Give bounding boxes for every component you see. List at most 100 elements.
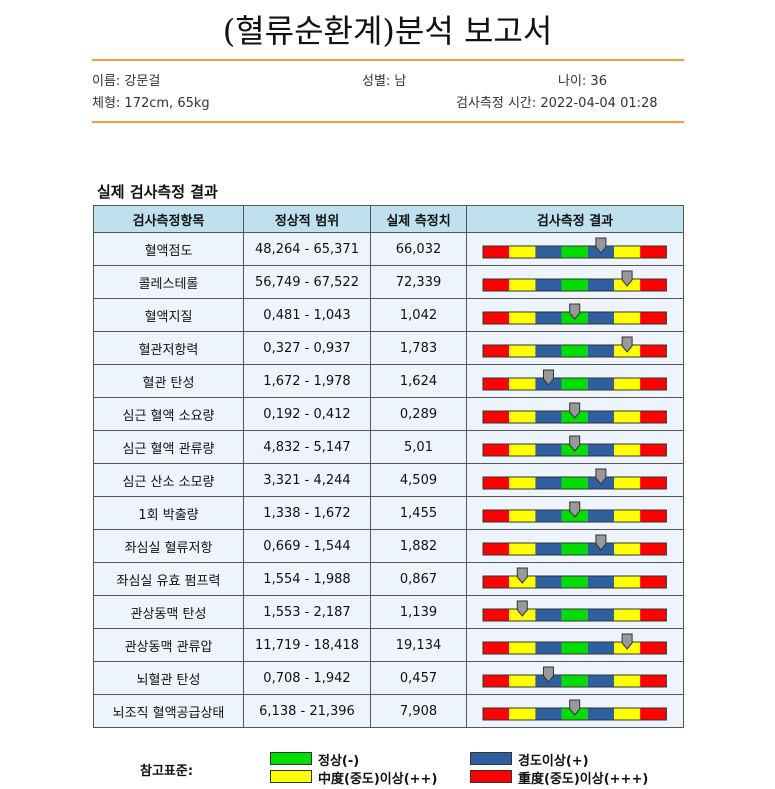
table-row: 1회 박출량 1,338 - 1,672 1,455 <box>93 496 684 530</box>
value-cell: 0,867 <box>370 562 467 596</box>
gauge-segment <box>587 576 614 588</box>
gauge-marker <box>595 468 607 485</box>
gauge-segment <box>483 543 510 555</box>
gauge-frame <box>482 641 667 655</box>
range-cell: 48,264 - 65,371 <box>243 232 371 266</box>
value-cell: 0,457 <box>370 661 467 695</box>
gauge <box>482 699 667 721</box>
gauge-segment <box>483 609 510 621</box>
gauge-frame <box>482 245 667 259</box>
gauge-segment <box>640 510 667 522</box>
gauge-segment <box>587 378 614 390</box>
range-cell: 0,327 - 0,937 <box>243 331 371 365</box>
gauge-segment <box>535 444 562 456</box>
value-cell: 1,624 <box>370 364 467 398</box>
gauge-segment <box>587 708 614 720</box>
gauge-segment <box>614 411 641 423</box>
range-cell: 4,832 - 5,147 <box>243 430 371 464</box>
legend-text: 경도이상(+) <box>518 754 589 769</box>
table-row: 뇌혈관 탄성 0,708 - 1,942 0,457 <box>93 661 684 695</box>
gauge <box>482 534 667 556</box>
gauge-marker <box>569 402 581 419</box>
gauge-segment <box>561 543 588 555</box>
item-cell: 혈액지질 <box>93 298 244 332</box>
gauge-segment <box>509 345 536 357</box>
table-row: 심근 산소 소모량 3,321 - 4,244 4,509 <box>93 463 684 497</box>
gauge-segment <box>561 477 588 489</box>
legend-swatch <box>470 770 512 783</box>
gauge <box>482 633 667 655</box>
value-cell: 0,289 <box>370 397 467 431</box>
table-row: 뇌조직 혈액공급상태 6,138 - 21,396 7,908 <box>93 694 684 728</box>
gauge-segment <box>640 576 667 588</box>
gauge-segment <box>614 246 641 258</box>
gauge-segment <box>640 675 667 687</box>
gauge-cell <box>466 628 684 662</box>
table-row: 좌심실 유효 펌프력 1,554 - 1,988 0,867 <box>93 562 684 596</box>
gauge <box>482 369 667 391</box>
gauge <box>482 600 667 622</box>
legend-swatch <box>470 752 512 765</box>
gauge-segment <box>535 543 562 555</box>
gauge-marker <box>595 534 607 551</box>
body: 체형: 172cm, 65kg <box>92 96 210 111</box>
item-cell: 좌심실 혈류저항 <box>93 529 244 563</box>
range-cell: 56,749 - 67,522 <box>243 265 371 299</box>
gauge-segment <box>535 576 562 588</box>
gauge-segment <box>587 444 614 456</box>
table-row: 좌심실 혈류저항 0,669 - 1,544 1,882 <box>93 529 684 563</box>
gauge-segment <box>483 642 510 654</box>
gauge-segment <box>509 246 536 258</box>
gauge-frame <box>482 278 667 292</box>
gauge <box>482 468 667 490</box>
gauge-segment <box>535 345 562 357</box>
gauge-segment <box>535 642 562 654</box>
gauge-segment <box>483 510 510 522</box>
gauge-marker <box>543 666 554 683</box>
gauge-marker <box>621 336 633 353</box>
name: 이름: 강문걸 <box>92 74 161 89</box>
item-cell: 콜레스테롤 <box>93 265 244 299</box>
value-cell: 66,032 <box>370 232 467 266</box>
gauge-segment <box>587 642 614 654</box>
range-cell: 0,708 - 1,942 <box>243 661 371 695</box>
value-cell: 4,509 <box>370 463 467 497</box>
value-cell: 1,455 <box>370 496 467 530</box>
legend-label: 참고표준: <box>140 764 194 779</box>
table-row: 관상동맥 탄성 1,553 - 2,187 1,139 <box>93 595 684 629</box>
gauge-frame <box>482 608 667 622</box>
range-cell: 11,719 - 18,418 <box>243 628 371 662</box>
gauge-segment <box>614 576 641 588</box>
value-cell: 1,882 <box>370 529 467 563</box>
gauge <box>482 501 667 523</box>
results-table: 검사측정항목 정상적 범위 실제 측정치 검사측정 결과 혈액점도 48,264 - 65… <box>93 205 684 728</box>
range-cell: 1,553 - 2,187 <box>243 595 371 629</box>
gauge-segment <box>535 312 562 324</box>
gauge-segment <box>640 378 667 390</box>
gauge <box>482 270 667 292</box>
item-cell: 좌심실 유효 펌프력 <box>93 562 244 596</box>
item-cell: 심근 혈액 관류량 <box>93 430 244 464</box>
gauge-segment <box>614 378 641 390</box>
column-header: 검사측정항목 <box>93 205 244 233</box>
range-cell: 0,669 - 1,544 <box>243 529 371 563</box>
table-row: 혈관 탄성 1,672 - 1,978 1,624 <box>93 364 684 398</box>
gauge-segment <box>535 279 562 291</box>
gauge-cell <box>466 463 684 497</box>
value-cell: 1,139 <box>370 595 467 629</box>
gauge-cell <box>466 232 684 266</box>
gauge-marker <box>516 567 528 584</box>
gauge-segment <box>483 345 510 357</box>
value-cell: 7,908 <box>370 694 467 728</box>
range-cell: 6,138 - 21,396 <box>243 694 371 728</box>
item-cell: 뇌혈관 탄성 <box>93 661 244 695</box>
gauge-segment <box>587 411 614 423</box>
gauge-segment <box>483 477 510 489</box>
gauge-segment <box>509 543 536 555</box>
gauge-segment <box>509 279 536 291</box>
gauge-cell <box>466 430 684 464</box>
gauge-marker <box>621 270 633 287</box>
gauge-segment <box>587 312 614 324</box>
gauge <box>482 567 667 589</box>
